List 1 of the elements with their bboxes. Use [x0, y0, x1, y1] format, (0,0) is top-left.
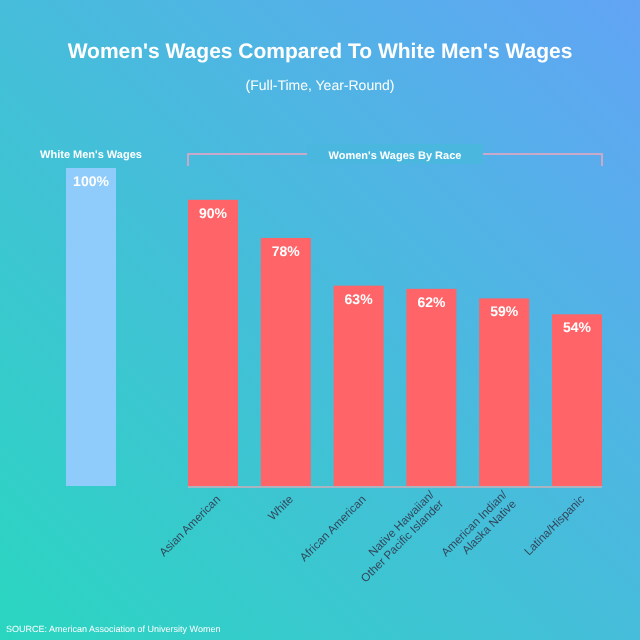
chart-title: Women's Wages Compared To White Men's Wages: [67, 40, 573, 64]
